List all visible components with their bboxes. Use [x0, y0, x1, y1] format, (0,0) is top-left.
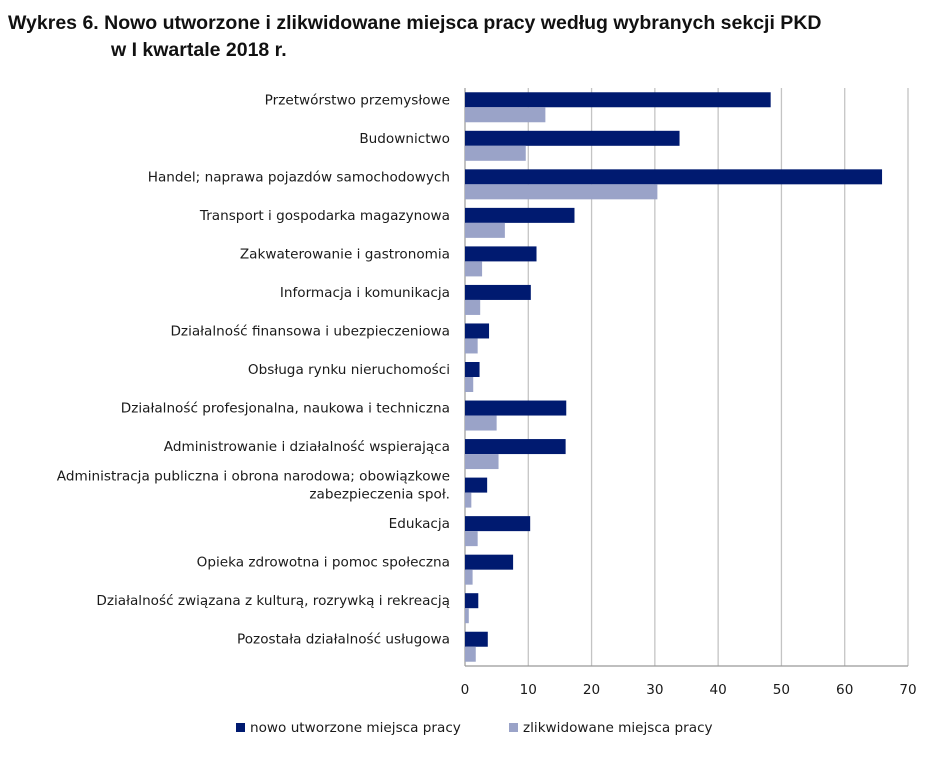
category-label: Działalność finansowa i ubezpieczeniowa [170, 323, 450, 339]
x-tick-label: 20 [583, 682, 600, 698]
chart-title-line1: Wykres 6. Nowo utworzone i zlikwidowane … [8, 12, 822, 34]
bar-new [465, 246, 537, 262]
bar-liquidated [465, 299, 481, 315]
legend-swatch [509, 723, 518, 732]
category-label: Obsługa rynku nieruchomości [248, 362, 450, 378]
legend-label: nowo utworzone miejsca pracy [250, 720, 461, 736]
bar-liquidated [465, 261, 483, 277]
category-label: Pozostała działalność usługowa [237, 632, 450, 648]
category-label: Edukacja [389, 516, 450, 532]
category-label: Przetwórstwo przemysłowe [265, 92, 450, 108]
category-label: Działalność związana z kulturą, rozrywką… [96, 593, 450, 609]
category-label: Transport i gospodarka magazynowa [199, 208, 450, 224]
bar-new [465, 439, 566, 455]
category-label: Opieka zdrowotna i pomoc społeczna [197, 555, 450, 571]
bar-new [465, 477, 488, 493]
bar-new [465, 400, 567, 416]
x-tick-label: 10 [520, 682, 537, 698]
category-label: Zakwaterowanie i gastronomia [240, 246, 450, 262]
bar-new [465, 169, 883, 185]
bar-new [465, 92, 771, 108]
bar-liquidated [465, 531, 478, 547]
chart-title: Wykres 6. Nowo utworzone i zlikwidowane … [8, 10, 821, 64]
bar-new [465, 207, 575, 223]
x-tick-label: 0 [461, 682, 470, 698]
bar-liquidated [465, 184, 658, 200]
bar-liquidated [465, 377, 474, 392]
bar-new [465, 323, 490, 339]
bar-liquidated [465, 454, 499, 470]
bar-new [465, 284, 531, 300]
bar-liquidated [465, 608, 469, 624]
category-label: Administrowanie i działalność wspierając… [164, 439, 450, 455]
category-label: zabezpieczenia społ. [309, 487, 450, 503]
category-label: Handel; naprawa pojazdów samochodowych [148, 169, 450, 185]
bar-new [465, 554, 514, 570]
chart-title-line2: w I kwartale 2018 r. [111, 39, 287, 61]
bar-liquidated [465, 107, 546, 123]
bar-liquidated [465, 415, 497, 431]
bar-liquidated [465, 569, 473, 585]
bar-new [465, 130, 680, 146]
category-label: Informacja i komunikacja [280, 285, 450, 301]
x-tick-label: 40 [709, 682, 726, 698]
bar-liquidated [465, 492, 472, 508]
category-label: Działalność profesjonalna, naukowa i tec… [121, 401, 450, 417]
bar-new [465, 631, 488, 647]
bar-liquidated [465, 646, 476, 662]
bar-new [465, 362, 480, 377]
legend-swatch [236, 723, 245, 732]
x-tick-label: 60 [836, 682, 853, 698]
x-tick-label: 50 [773, 682, 790, 698]
bar-new [465, 593, 479, 609]
bar-liquidated [465, 145, 526, 161]
x-tick-label: 70 [899, 682, 916, 698]
legend-label: zlikwidowane miejsca pracy [523, 720, 713, 736]
category-label: Administracja publiczna i obrona narodow… [57, 469, 450, 485]
bar-liquidated [465, 222, 505, 238]
bar-liquidated [465, 338, 478, 354]
category-label: Budownictwo [359, 131, 450, 147]
x-tick-label: 30 [646, 682, 663, 698]
bar-new [465, 516, 531, 532]
